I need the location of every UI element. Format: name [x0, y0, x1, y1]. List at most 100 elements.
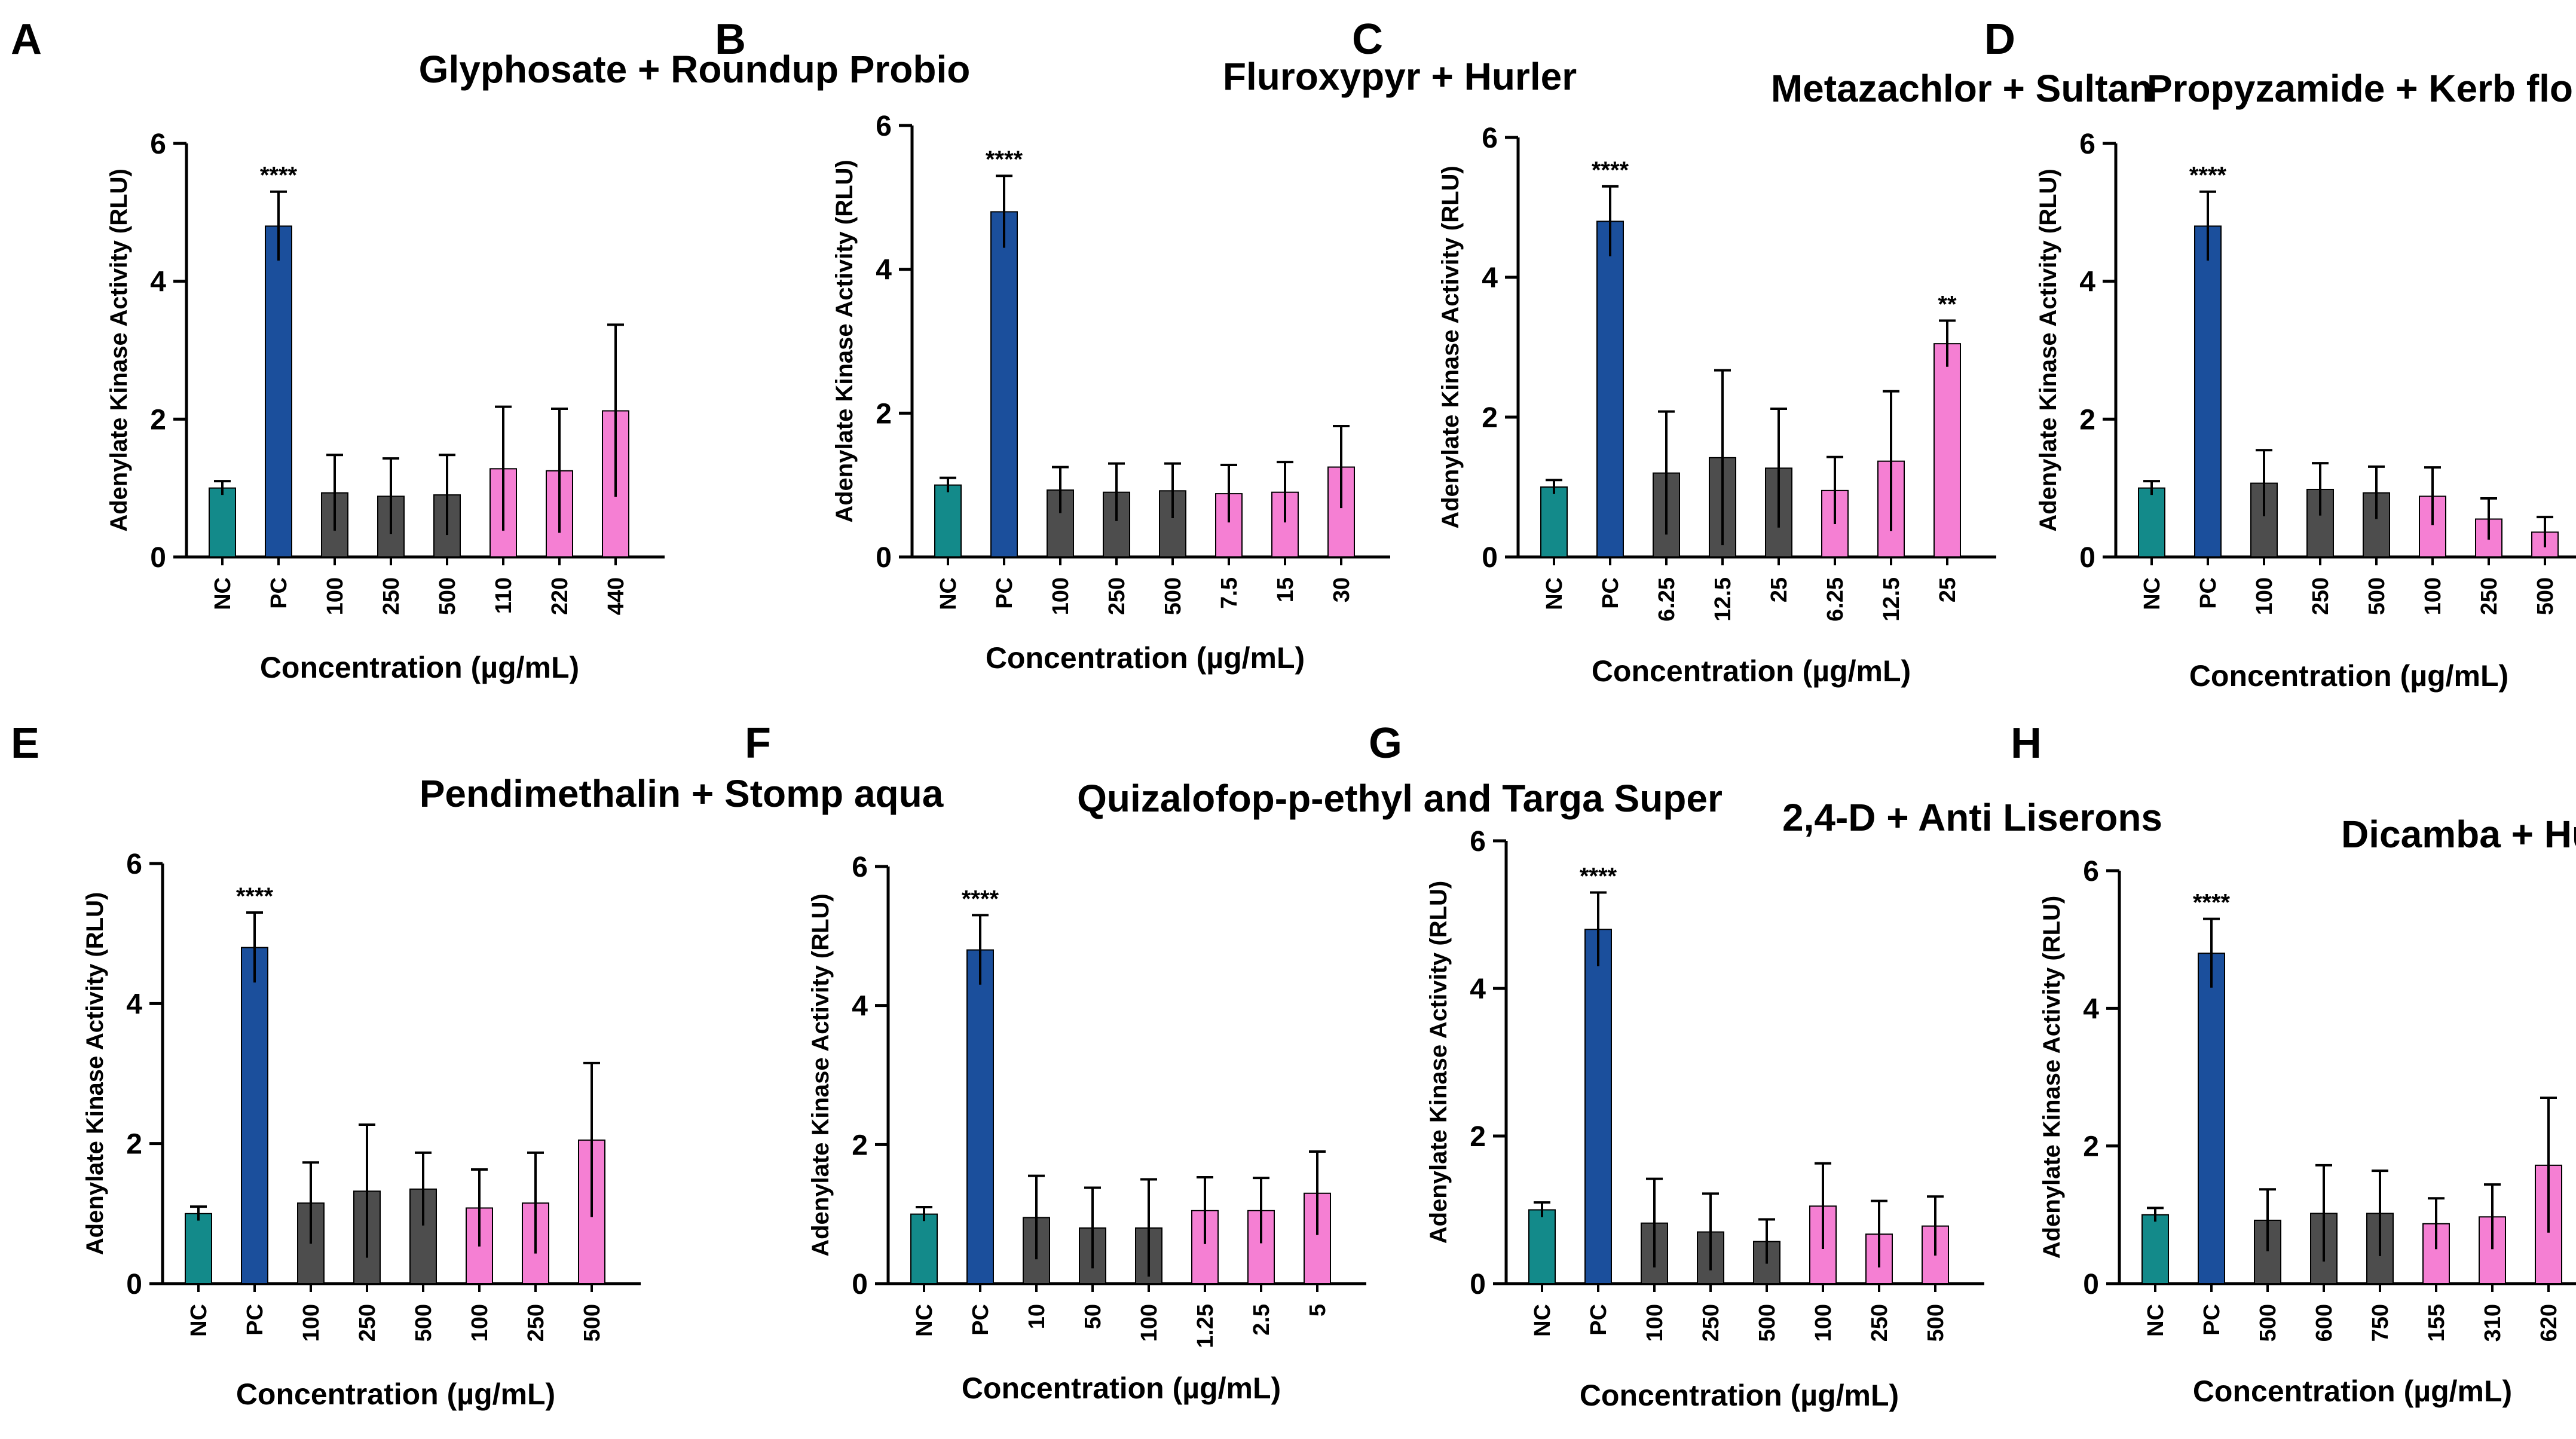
x-axis-label: Concentration (µg/mL)	[2193, 1374, 2512, 1408]
bar	[910, 1213, 938, 1284]
category-label: 100	[1137, 1304, 1162, 1342]
y-tick-label: 6	[126, 849, 142, 880]
bar	[990, 211, 1018, 558]
category-label: 7.5	[1217, 577, 1242, 609]
category-label: 250	[1105, 577, 1130, 615]
category-label: 100	[467, 1304, 492, 1342]
y-tick-label: 2	[150, 404, 166, 436]
significance-label: ****	[1592, 157, 1629, 183]
x-axis-label: Concentration (µg/mL)	[260, 651, 579, 684]
x-axis-label: Concentration (µg/mL)	[2189, 659, 2508, 693]
bar	[1540, 486, 1568, 558]
y-tick-label: 6	[852, 852, 868, 883]
y-tick-label: 2	[2079, 404, 2095, 436]
y-tick-label: 2	[852, 1129, 868, 1161]
bar	[2419, 495, 2446, 558]
category-label: 2.5	[1249, 1304, 1274, 1336]
category-label: 155	[2424, 1304, 2449, 1342]
panel-title: Propyzamide + Kerb flo	[2147, 67, 2573, 110]
significance-label: ****	[2189, 163, 2227, 189]
category-label: 12.5	[1711, 577, 1736, 621]
panel-title: 2,4-D + Anti Liserons	[1782, 796, 2162, 839]
significance-label: ****	[962, 886, 999, 912]
category-label: 500	[435, 577, 460, 615]
category-label: 250	[2477, 577, 2502, 615]
significance-label: ****	[2193, 890, 2231, 916]
category-label: PC	[1586, 1304, 1611, 1336]
category-label: 250	[524, 1304, 549, 1342]
bar	[1596, 221, 1624, 558]
bar	[1933, 343, 1961, 558]
category-label: 500	[1755, 1304, 1780, 1342]
panel-h: H Dicamba + Hunter 0 2 4 6 Adenylate Kinase Ac…	[2011, 720, 2576, 1408]
bar	[241, 947, 268, 1284]
bar	[265, 225, 292, 558]
category-label: 30	[1329, 577, 1354, 602]
y-tick-label: 4	[852, 991, 868, 1022]
category-label: PC	[243, 1304, 268, 1336]
category-label: PC	[2199, 1304, 2225, 1336]
category-label: 100	[1642, 1304, 1668, 1342]
category-label: 500	[2364, 577, 2390, 615]
y-tick-label: 0	[2079, 542, 2095, 574]
y-axis-label: Adenylate Kinase Activity (RLU)	[831, 160, 858, 523]
significance-label: ****	[1580, 863, 1617, 889]
panel-title: Dicamba + Hunter	[2341, 813, 2576, 856]
category-label: 100	[1811, 1304, 1836, 1342]
category-label: NC	[1542, 577, 1567, 610]
category-label: 100	[2421, 577, 2446, 615]
y-axis-label: Adenylate Kinase Activity (RLU)	[807, 893, 834, 1257]
y-tick-label: 0	[2083, 1269, 2099, 1300]
panel-title: Quizalofop-p-ethyl and Targa Super	[1077, 777, 1723, 820]
category-label: 500	[411, 1304, 436, 1342]
category-label: 500	[580, 1304, 605, 1342]
category-label: 6.25	[1823, 577, 1848, 621]
y-tick-label: 2	[2083, 1131, 2099, 1163]
category-label: 6.25	[1654, 577, 1679, 621]
significance-label: ****	[260, 163, 298, 189]
y-axis-label: Adenylate Kinase Activity (RLU)	[2035, 169, 2061, 532]
x-axis-label: Concentration (µg/mL)	[1580, 1379, 1899, 1412]
category-label: 600	[2312, 1304, 2337, 1342]
y-axis-label: Adenylate Kinase Activity (RLU)	[2039, 896, 2065, 1259]
y-tick-label: 4	[1470, 973, 1486, 1005]
y-tick-label: 0	[852, 1269, 868, 1300]
category-label: 500	[2533, 577, 2558, 615]
category-label: 750	[2368, 1304, 2393, 1342]
category-label: 50	[1081, 1304, 1106, 1329]
category-label: 250	[355, 1304, 380, 1342]
panel-c: C Metazachlor + Sultan 0 2 4 6 Adenylate Kinas…	[1352, 16, 2152, 688]
y-tick-label: 4	[1482, 262, 1498, 294]
category-label: 250	[1699, 1304, 1724, 1342]
category-label: NC	[2143, 1304, 2168, 1337]
significance-label: ****	[986, 146, 1023, 173]
category-label: 5	[1305, 1304, 1330, 1316]
y-tick-label: 0	[1482, 542, 1498, 574]
y-tick-label: 6	[1482, 123, 1498, 154]
category-label: 100	[2252, 577, 2277, 615]
panel-title: Pendimethalin + Stomp aqua	[420, 772, 944, 815]
y-tick-label: 0	[126, 1269, 142, 1300]
category-label: 220	[547, 577, 573, 615]
y-axis-label: Adenylate Kinase Activity (RLU)	[82, 892, 108, 1256]
panel-d: D Propyzamide + Kerb flo 0 2 4 6 Adenylate Kin…	[1984, 16, 2576, 693]
category-label: 100	[1048, 577, 1073, 615]
bar	[1584, 929, 1612, 1284]
category-label: 25	[1935, 577, 1960, 602]
panel-a: A Glyphosate + Roundup Probio 0 2 4 6 Adenylat…	[11, 16, 970, 684]
y-tick-label: 4	[126, 988, 142, 1020]
panel-letter: C	[1352, 16, 1383, 63]
bar	[966, 949, 994, 1284]
y-tick-label: 6	[2083, 856, 2099, 887]
category-label: NC	[186, 1304, 212, 1337]
bar	[2198, 953, 2225, 1284]
y-tick-label: 6	[1470, 826, 1486, 858]
category-label: PC	[1598, 577, 1623, 609]
y-tick-label: 4	[150, 267, 166, 298]
panel-letter: B	[715, 16, 746, 63]
category-label: 10	[1024, 1304, 1050, 1329]
category-label: PC	[968, 1304, 993, 1336]
y-tick-label: 2	[1482, 402, 1498, 434]
y-axis-label: Adenylate Kinase Activity (RLU)	[1437, 166, 1464, 529]
